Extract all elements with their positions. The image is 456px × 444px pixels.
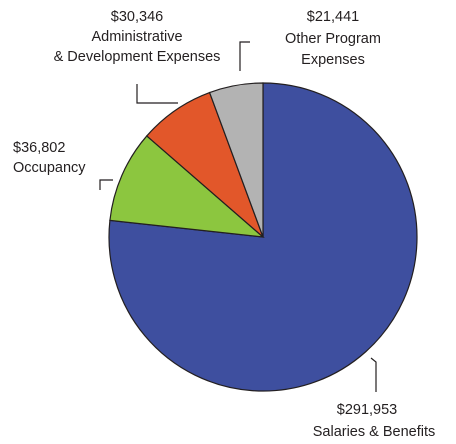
category-label-other-line1: Other Program (285, 31, 381, 47)
leader-line-salaries (370, 357, 377, 392)
pie-slice-occupancy (109, 135, 265, 238)
pie-slice-other (208, 82, 264, 238)
category-label-other-line2: Expenses (301, 52, 365, 68)
category-label-salaries: Salaries & Benefits (313, 424, 436, 440)
amount-label-occupancy: $36,802 (13, 140, 65, 156)
category-label-occupancy: Occupancy (13, 160, 86, 176)
leader-line-administrative (136, 84, 178, 104)
amount-label-administrative: $30,346 (111, 9, 163, 25)
category-label-administrative-line1: Administrative (91, 29, 182, 45)
leader-line-occupancy (99, 179, 113, 190)
amount-label-salaries: $291,953 (337, 402, 397, 418)
category-label-administrative-line2: & Development Expenses (54, 49, 221, 65)
leader-line-other (239, 41, 250, 71)
pie-slices (108, 82, 418, 392)
amount-label-other: $21,441 (307, 9, 359, 25)
